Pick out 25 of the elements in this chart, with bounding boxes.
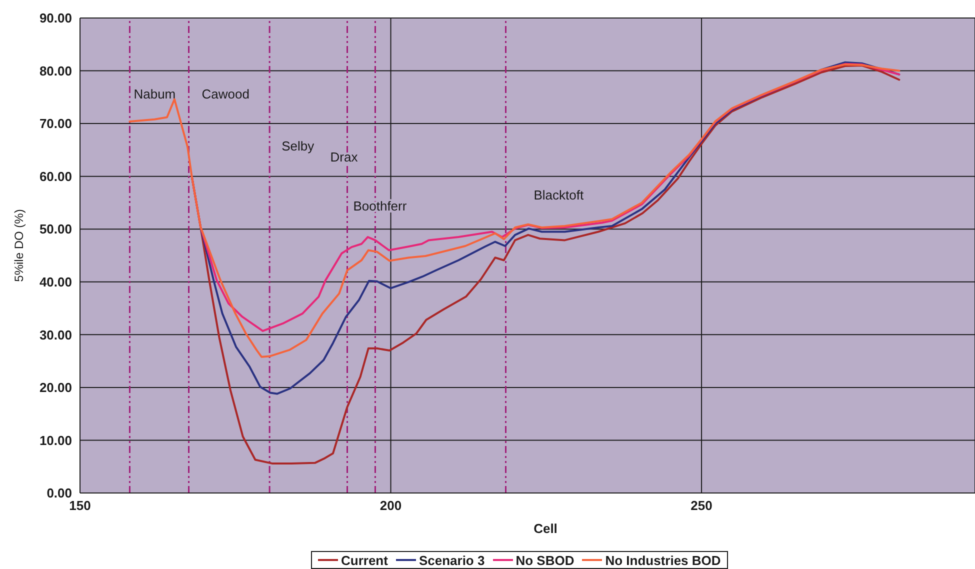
x-tick-label: 150 [69,498,91,514]
legend-label: Scenario 3 [418,552,485,568]
y-tick-label: 0.00 [46,486,72,501]
line-series [128,63,900,358]
y-tick-label: 30.00 [39,327,72,342]
ref-line-label: Nabum [134,86,176,102]
x-tick-label: 200 [380,498,402,514]
y-axis-title: 5%ile DO (%) [12,209,26,282]
y-tick-label: 50.00 [39,222,72,237]
legend-label: No Industries BOD [605,552,721,568]
ref-line-label: Blacktoft [534,187,584,202]
y-tick-label: 40.00 [39,274,72,290]
ref-line-label: Cawood [202,86,250,102]
ref-line-label: Drax [330,149,358,164]
y-tick-label: 70.00 [39,116,72,132]
ref-line-label: Selby [282,138,315,154]
legend-label: Current [341,552,388,568]
y-tick-label: 10.00 [39,432,72,448]
y-tick-label: 80.00 [39,63,72,78]
y-tick-label: 60.00 [39,168,72,184]
x-axis-title: Cell [534,521,558,536]
x-tick-label: 250 [690,498,712,514]
y-tick-label: 20.00 [39,380,72,396]
y-tick-label: 90.00 [39,10,72,26]
legend-label: No SBOD [516,552,574,568]
